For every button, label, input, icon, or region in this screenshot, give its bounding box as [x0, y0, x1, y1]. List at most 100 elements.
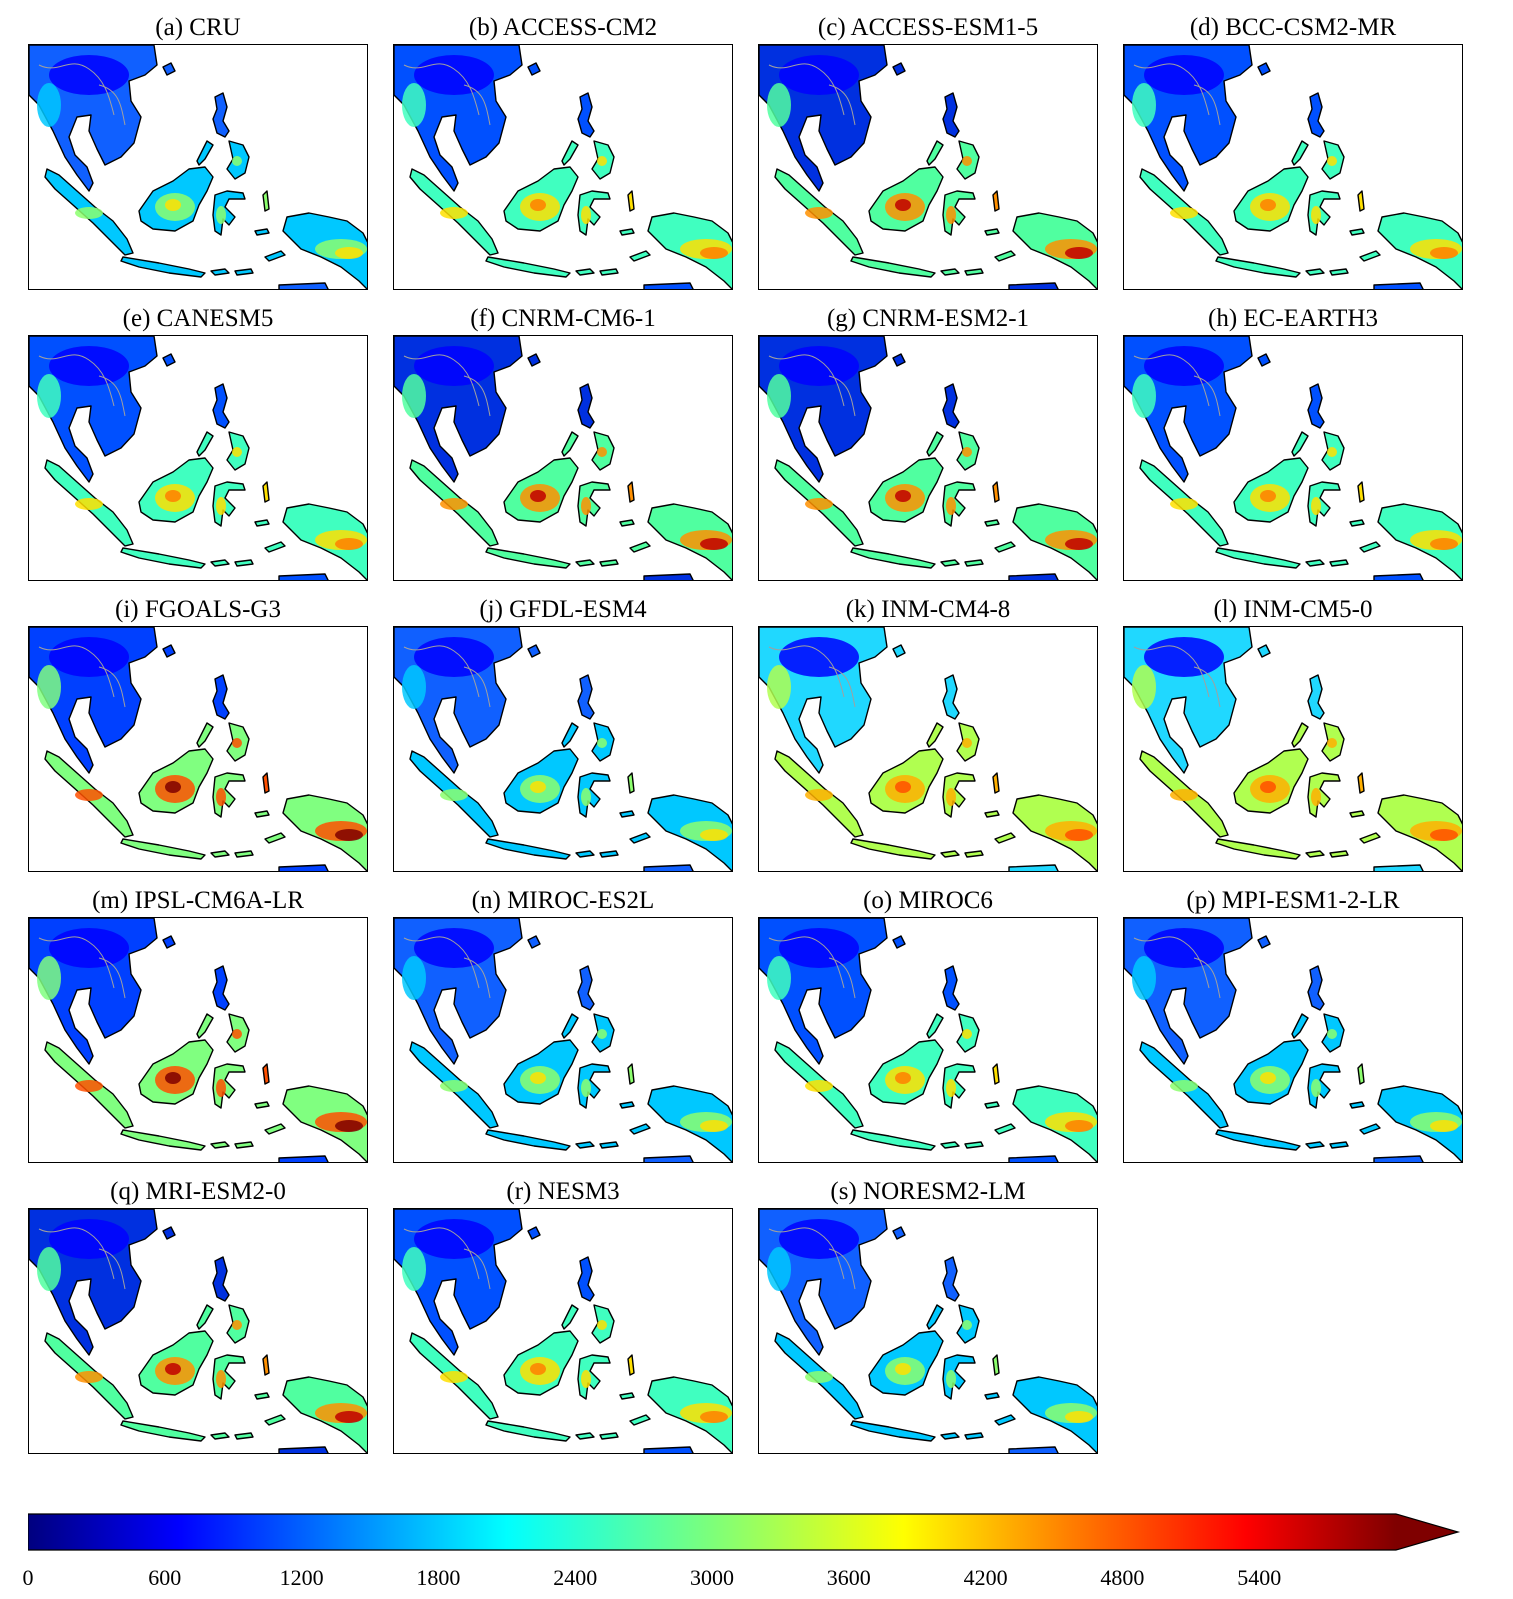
country-borders: [403, 1227, 480, 1280]
borneo-hotspot: [1260, 1072, 1276, 1084]
hainan-island: [892, 935, 906, 949]
country-borders: [828, 1248, 856, 1290]
panel-title: (m) IPSL-CM6A-LR: [92, 887, 304, 914]
panel-title: (d) BCC-CSM2-MR: [1189, 14, 1397, 41]
lombok-island: [964, 1432, 984, 1440]
timor-island: [994, 250, 1016, 262]
country-borders: [463, 1248, 491, 1290]
map-frame: [28, 626, 368, 872]
map-panel-d: (d) BCC-CSM2-MR: [1123, 14, 1463, 294]
lombok-island: [1329, 850, 1349, 858]
bali-island: [575, 268, 595, 276]
hainan-island: [892, 62, 906, 76]
country-borders: [463, 957, 491, 999]
halmahera-island: [992, 1063, 1000, 1085]
luzon-island: [1307, 92, 1325, 138]
luzon-island: [577, 92, 595, 138]
myanmar-coast: [37, 956, 61, 1000]
bali-island: [575, 1141, 595, 1149]
luzon-island: [577, 965, 595, 1011]
bali-island: [210, 268, 230, 276]
panel-title: (l) INM-CM5-0: [1213, 596, 1373, 623]
map-frame: [758, 1208, 1098, 1454]
lombok-island: [1329, 268, 1349, 276]
palawan-island: [926, 431, 944, 457]
halmahera-island: [1357, 772, 1365, 794]
map-panel-h: (h) EC-EARTH3: [1123, 305, 1463, 585]
hainan-island: [162, 644, 176, 658]
australia-edge: [643, 573, 694, 580]
palawan-island: [196, 140, 214, 166]
mindanao-warm: [232, 1029, 242, 1039]
luzon-island: [212, 383, 230, 429]
mindanao-warm: [1327, 156, 1337, 166]
hainan-island: [892, 644, 906, 658]
java-island: [1215, 838, 1301, 860]
country-borders: [768, 936, 845, 989]
borneo-hotspot: [895, 490, 911, 502]
timor-island: [1359, 1123, 1381, 1135]
mainland-core: [779, 637, 859, 677]
bali-island: [940, 1432, 960, 1440]
seram-island: [984, 810, 1000, 818]
mindanao-warm: [597, 447, 607, 457]
country-borders: [828, 375, 856, 417]
palawan-island: [561, 1304, 579, 1330]
australia-edge: [1008, 282, 1059, 289]
map-frame: [1123, 917, 1463, 1163]
seram-island: [254, 810, 270, 818]
halmahera-island: [992, 1354, 1000, 1376]
borneo-hotspot: [530, 199, 546, 211]
timor-island: [994, 541, 1016, 553]
sulawesi-warm: [1311, 788, 1321, 806]
seram-island: [619, 228, 635, 236]
myanmar-coast: [767, 83, 791, 127]
seram-island: [984, 519, 1000, 527]
halmahera-island: [262, 772, 270, 794]
luzon-island: [942, 383, 960, 429]
mindanao-warm: [962, 1029, 972, 1039]
panel-title: (g) CNRM-ESM2-1: [826, 305, 1030, 332]
timor-island: [264, 250, 286, 262]
country-borders: [403, 63, 480, 116]
colorbar-gradient: [28, 1514, 1396, 1550]
timor-island: [629, 832, 651, 844]
new-guinea-hotspot: [335, 538, 363, 550]
map-panel-s: (s) NORESM2-LM: [758, 1178, 1098, 1458]
mindanao-warm: [962, 738, 972, 748]
map-frame: [758, 44, 1098, 290]
sulawesi-warm: [216, 206, 226, 224]
seram-island: [984, 228, 1000, 236]
country-borders: [98, 375, 126, 417]
panel-title: (p) MPI-ESM1-2-LR: [1186, 887, 1400, 914]
timor-island: [264, 832, 286, 844]
seram-island: [619, 810, 635, 818]
hainan-island: [162, 935, 176, 949]
palawan-island: [196, 1304, 214, 1330]
country-borders: [1133, 645, 1210, 698]
new-guinea-hotspot: [335, 1411, 363, 1423]
myanmar-coast: [37, 665, 61, 709]
colorbar-tick-label: 3000: [690, 1565, 734, 1590]
bali-island: [940, 268, 960, 276]
palawan-island: [196, 431, 214, 457]
java-island: [485, 547, 571, 569]
timor-island: [994, 1414, 1016, 1426]
new-guinea-hotspot: [1065, 829, 1093, 841]
seram-island: [254, 1101, 270, 1109]
java-island: [485, 838, 571, 860]
map-panel-r: (r) NESM3: [393, 1178, 733, 1458]
country-borders: [38, 354, 115, 407]
java-island: [485, 256, 571, 278]
panel-title: (s) NORESM2-LM: [830, 1178, 1026, 1205]
lombok-island: [599, 850, 619, 858]
lombok-island: [599, 268, 619, 276]
hainan-island: [162, 62, 176, 76]
myanmar-coast: [1132, 374, 1156, 418]
hainan-island: [1257, 62, 1271, 76]
new-guinea-hotspot: [1430, 247, 1458, 259]
sulawesi-warm: [581, 206, 591, 224]
luzon-island: [212, 674, 230, 720]
map-frame: [393, 44, 733, 290]
map-panel-g: (g) CNRM-ESM2-1: [758, 305, 1098, 585]
